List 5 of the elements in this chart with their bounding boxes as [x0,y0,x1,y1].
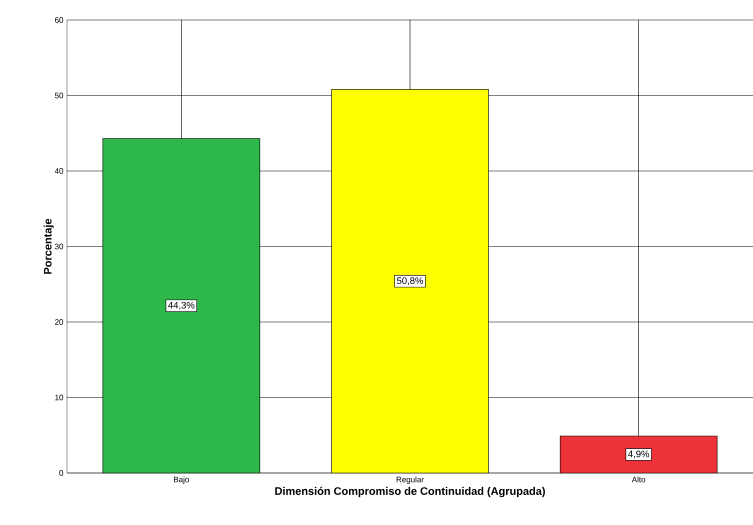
data-label: 4,9% [628,450,650,458]
y-axis-title: Porcentaje [44,218,54,274]
data-label: 44,3% [168,302,194,310]
x-axis-title: Dimensión Compromiso de Continuidad (Agrupada) [275,486,545,498]
data-label: 50,8% [396,277,424,286]
